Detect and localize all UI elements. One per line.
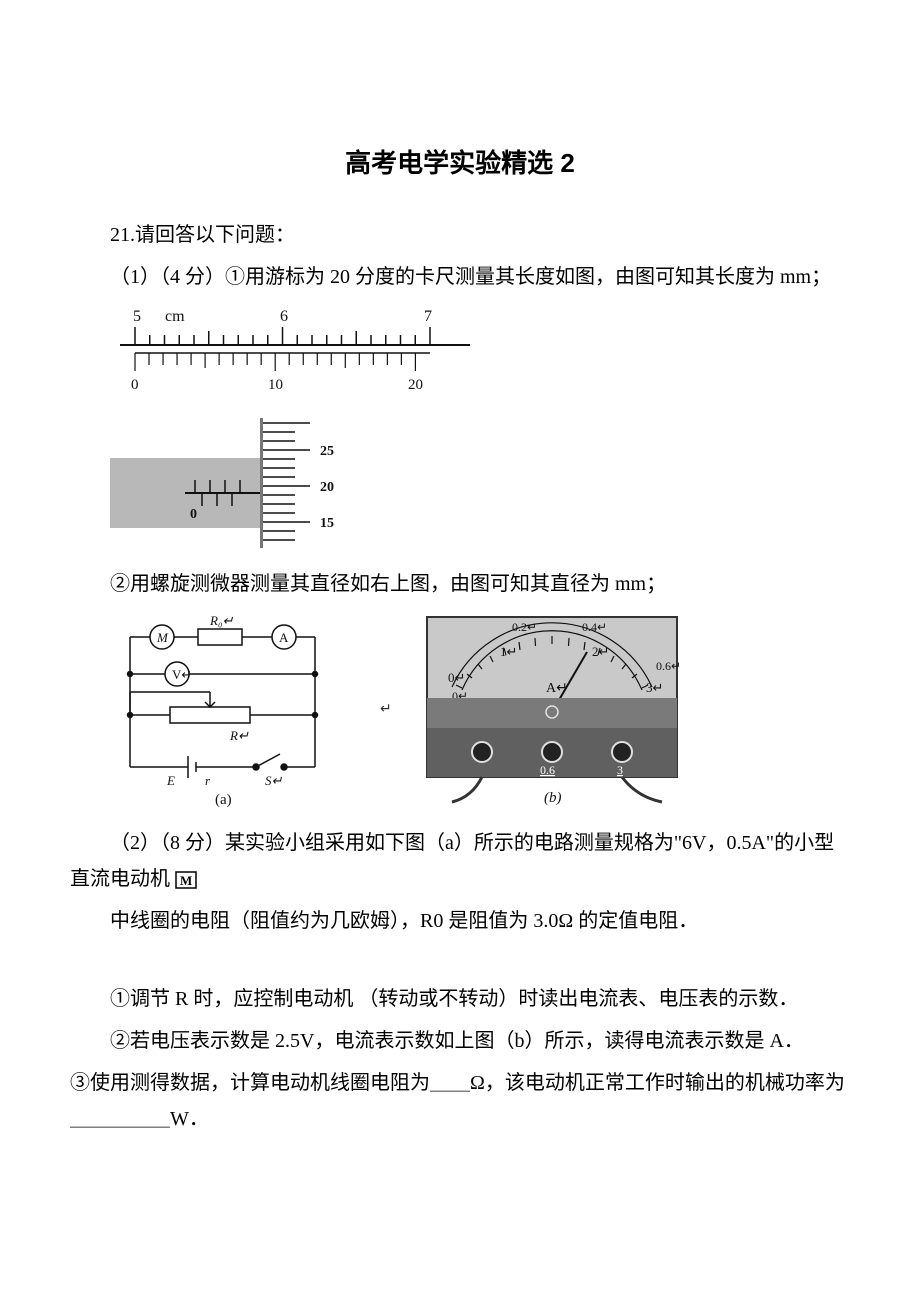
caption-b: (b): [544, 790, 562, 806]
terminal-06: 0.6: [540, 763, 555, 777]
caption-a: (a): [215, 792, 232, 807]
q21-part2: ②用螺旋测微器测量其直径如右上图，由图可知其直径为 mm；: [70, 566, 850, 602]
motor-icon: M: [175, 871, 197, 889]
main-label-7: 7: [424, 308, 432, 325]
thimble-20: 20: [320, 480, 334, 495]
micrometer-main-0: 0: [190, 507, 197, 522]
label-S: S↵: [265, 773, 283, 788]
svg-text:M: M: [180, 873, 192, 888]
vernier-label-0: 0: [131, 377, 139, 393]
scale-06b: 0.6↵: [656, 659, 681, 673]
scale-1: 1↵: [500, 644, 517, 659]
terminal-3: 3: [617, 763, 623, 777]
label-A: A: [279, 630, 289, 645]
return-between: ↵: [380, 697, 392, 722]
page-title: 高考电学实验精选 2: [70, 140, 850, 187]
thimble-25: 25: [320, 444, 334, 459]
q21-part6: ③使用测得数据，计算电动机线圈电阻为＿＿Ω，该电动机正常工作时输出的机械功率为＿…: [70, 1065, 850, 1137]
label-r: r: [205, 773, 211, 788]
scale-2: 2↵: [592, 644, 609, 659]
q21-part4: ①调节 R 时，应控制电动机 （转动或不转动）时读出电流表、电压表的示数．: [70, 981, 850, 1017]
main-unit: cm: [165, 308, 185, 325]
vernier-label-20: 20: [408, 377, 423, 393]
scale-0a: 0↵: [448, 670, 465, 685]
vernier-label-10: 10: [268, 377, 283, 393]
label-V: V↵: [172, 667, 192, 682]
label-M: M: [156, 630, 169, 645]
label-E: E: [166, 773, 175, 788]
label-R0: R₀↵: [209, 613, 233, 628]
scale-3: 3↵: [646, 680, 663, 695]
figure-micrometer: 0 25 20 15: [110, 418, 850, 548]
label-R: R↵: [229, 728, 249, 743]
q21-part3b: 中线圈的电阻（阻值约为几欧姆），R0 是阻值为 3.0Ω 的定值电阻．: [70, 903, 850, 939]
main-label-5: 5: [133, 308, 141, 325]
scale-top-02: 0.2↵: [512, 620, 537, 634]
figure-vernier-caliper: 5 cm 6 7: [110, 305, 850, 400]
q21-intro: 21.请回答以下问题：: [70, 217, 850, 253]
q21-part1: （1）（4 分）①用游标为 20 分度的卡尺测量其长度如图，由图可知其长度为 m…: [70, 259, 850, 295]
thimble-15: 15: [320, 516, 334, 531]
scale-top-04: 0.4↵: [582, 620, 607, 634]
q21-part3a: （2）（8 分）某实验小组采用如下图（a）所示的电路测量规格为"6V，0.5A"…: [70, 825, 850, 897]
q21-part5: ②若电压表示数是 2.5V，电流表示数如上图（b）所示，读得电流表示数是 A．: [70, 1023, 850, 1059]
main-label-6: 6: [280, 308, 288, 325]
figure-ammeter-b: 0.2↵ 0.4↵ 0↵ 1↵ 2↵ 0.6↵ 3↵ 0↵ A↵ 0.6: [422, 612, 692, 807]
figure-circuit-a: M R₀↵ A V↵ R↵ E r S↵ (a): [110, 612, 350, 807]
